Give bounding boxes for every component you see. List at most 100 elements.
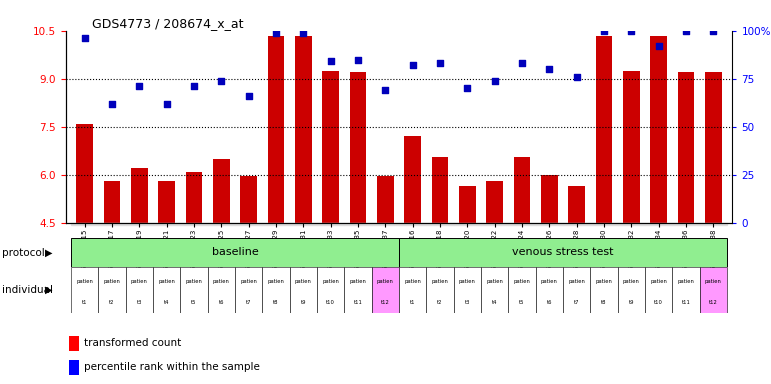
- Bar: [317, 267, 345, 313]
- Text: individual: individual: [2, 285, 52, 295]
- Text: patien: patien: [76, 279, 93, 284]
- Point: [489, 78, 501, 84]
- Bar: [481, 267, 508, 313]
- Text: patien: patien: [705, 279, 722, 284]
- Text: percentile rank within the sample: percentile rank within the sample: [84, 362, 260, 372]
- Bar: [69, 360, 79, 375]
- Text: t3: t3: [136, 300, 142, 305]
- Text: protocol: protocol: [2, 248, 44, 258]
- Point: [160, 101, 173, 107]
- Bar: [563, 267, 591, 313]
- Bar: [618, 223, 645, 225]
- Point: [325, 58, 337, 65]
- Bar: [180, 267, 207, 313]
- Bar: [180, 223, 207, 225]
- Text: patien: patien: [541, 279, 557, 284]
- Bar: [513, 157, 530, 223]
- Text: patien: patien: [103, 279, 120, 284]
- Text: t11: t11: [354, 300, 362, 305]
- Bar: [207, 223, 235, 225]
- Text: patien: patien: [487, 279, 503, 284]
- Text: patien: patien: [186, 279, 203, 284]
- Point: [652, 43, 665, 49]
- Text: t2: t2: [109, 300, 115, 305]
- Text: t10: t10: [655, 300, 663, 305]
- Bar: [207, 267, 235, 313]
- Bar: [213, 159, 230, 223]
- Point: [680, 28, 692, 34]
- Point: [352, 56, 364, 63]
- Bar: [705, 72, 722, 223]
- Text: GDS4773 / 208674_x_at: GDS4773 / 208674_x_at: [93, 17, 244, 30]
- Bar: [153, 267, 180, 313]
- Point: [598, 28, 610, 34]
- Bar: [591, 223, 618, 225]
- Point: [707, 28, 719, 34]
- Text: patien: patien: [568, 279, 585, 284]
- Text: patien: patien: [459, 279, 476, 284]
- Point: [625, 28, 638, 34]
- Bar: [372, 223, 399, 225]
- Bar: [481, 223, 508, 225]
- Text: patien: patien: [295, 279, 311, 284]
- Text: t5: t5: [519, 300, 525, 305]
- Text: baseline: baseline: [211, 247, 258, 258]
- Text: patien: patien: [404, 279, 421, 284]
- Bar: [71, 267, 99, 313]
- Text: patien: patien: [131, 279, 148, 284]
- Bar: [159, 181, 175, 223]
- Point: [188, 83, 200, 89]
- Point: [243, 93, 255, 99]
- Text: ▶: ▶: [45, 285, 52, 295]
- Point: [270, 30, 282, 36]
- Text: patien: patien: [158, 279, 175, 284]
- Bar: [459, 186, 476, 223]
- Bar: [487, 181, 503, 223]
- Bar: [541, 175, 557, 223]
- Point: [406, 62, 419, 68]
- Bar: [268, 36, 284, 223]
- Bar: [241, 176, 257, 223]
- Point: [106, 101, 118, 107]
- Bar: [295, 36, 311, 223]
- Bar: [426, 223, 453, 225]
- Bar: [399, 238, 727, 267]
- Bar: [699, 223, 727, 225]
- Text: ▶: ▶: [45, 248, 52, 258]
- Bar: [536, 267, 563, 313]
- Text: t4: t4: [492, 300, 497, 305]
- Bar: [508, 223, 536, 225]
- Bar: [591, 267, 618, 313]
- Bar: [651, 36, 667, 223]
- Text: t1: t1: [82, 300, 87, 305]
- Bar: [432, 157, 448, 223]
- Bar: [126, 267, 153, 313]
- Text: patien: patien: [349, 279, 366, 284]
- Bar: [563, 223, 591, 225]
- Bar: [399, 223, 426, 225]
- Bar: [377, 176, 393, 223]
- Bar: [317, 223, 345, 225]
- Point: [461, 85, 473, 91]
- Text: patien: patien: [241, 279, 257, 284]
- Bar: [508, 267, 536, 313]
- Bar: [645, 267, 672, 313]
- Text: t6: t6: [219, 300, 224, 305]
- Bar: [453, 223, 481, 225]
- Text: t11: t11: [682, 300, 690, 305]
- Text: patien: patien: [513, 279, 530, 284]
- Text: patien: patien: [595, 279, 612, 284]
- Bar: [290, 223, 317, 225]
- Text: t5: t5: [191, 300, 197, 305]
- Bar: [453, 267, 481, 313]
- Text: t12: t12: [709, 300, 718, 305]
- Bar: [235, 223, 262, 225]
- Bar: [623, 71, 639, 223]
- Text: patien: patien: [432, 279, 449, 284]
- Bar: [399, 267, 426, 313]
- Point: [215, 78, 227, 84]
- Text: patien: patien: [678, 279, 695, 284]
- Bar: [290, 267, 317, 313]
- Bar: [645, 223, 672, 225]
- Bar: [235, 267, 262, 313]
